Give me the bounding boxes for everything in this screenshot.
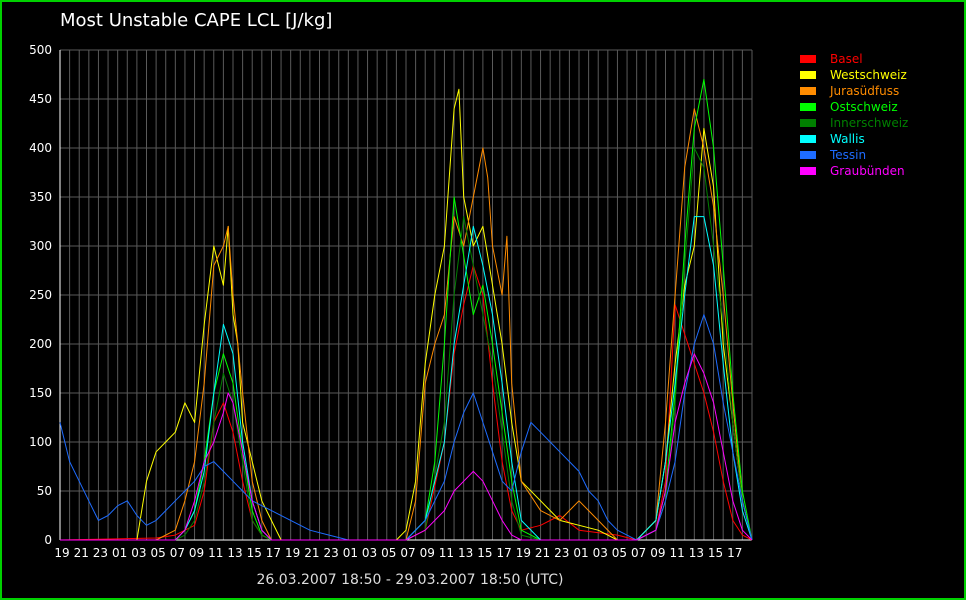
x-tick-label: 23 bbox=[554, 546, 569, 560]
series-line-graub-nden bbox=[60, 353, 753, 541]
legend-swatch bbox=[800, 151, 816, 159]
legend-swatch bbox=[800, 71, 816, 79]
x-tick-label: 15 bbox=[477, 546, 492, 560]
legend-swatch bbox=[800, 119, 816, 127]
x-tick-label: 19 bbox=[516, 546, 531, 560]
x-tick-label: 05 bbox=[612, 546, 627, 560]
series-line-basel bbox=[59, 265, 753, 541]
x-tick-label: 05 bbox=[381, 546, 396, 560]
x-tick-label: 13 bbox=[689, 546, 704, 560]
series-line-innerschweiz bbox=[60, 147, 753, 541]
series-line-juras-dfuss bbox=[60, 108, 753, 541]
legend-label: Wallis bbox=[830, 132, 865, 146]
y-tick-label: 500 bbox=[29, 43, 52, 57]
legend-swatch bbox=[800, 167, 816, 175]
x-tick-label: 21 bbox=[535, 546, 550, 560]
x-tick-label: 03 bbox=[131, 546, 146, 560]
x-tick-label: 17 bbox=[727, 546, 742, 560]
x-tick-label: 11 bbox=[669, 546, 684, 560]
legend-swatch bbox=[800, 87, 816, 95]
y-tick-label: 400 bbox=[29, 141, 52, 155]
x-tick-label: 17 bbox=[496, 546, 511, 560]
x-tick-label: 19 bbox=[285, 546, 300, 560]
x-tick-label: 21 bbox=[74, 546, 89, 560]
x-tick-label: 13 bbox=[227, 546, 242, 560]
y-tick-label: 300 bbox=[29, 239, 52, 253]
x-tick-label: 07 bbox=[631, 546, 646, 560]
x-tick-label: 13 bbox=[458, 546, 473, 560]
x-tick-label: 15 bbox=[708, 546, 723, 560]
x-tick-label: 07 bbox=[400, 546, 415, 560]
legend-label: Westschweiz bbox=[830, 68, 907, 82]
y-tick-label: 350 bbox=[29, 190, 52, 204]
x-tick-label: 05 bbox=[150, 546, 165, 560]
series-line-westschweiz bbox=[60, 88, 753, 541]
x-tick-label: 19 bbox=[54, 546, 69, 560]
x-tick-label: 09 bbox=[420, 546, 435, 560]
series-line-ostschweiz bbox=[60, 78, 753, 541]
y-tick-label: 250 bbox=[29, 288, 52, 302]
x-tick-label: 09 bbox=[189, 546, 204, 560]
legend-swatch bbox=[800, 135, 816, 143]
x-axis-time-range: 26.03.2007 18:50 - 29.03.2007 18:50 (UTC… bbox=[256, 572, 564, 588]
legend-label: Innerschweiz bbox=[830, 116, 909, 130]
x-tick-label: 01 bbox=[573, 546, 588, 560]
x-tick-label: 09 bbox=[650, 546, 665, 560]
chart-title: Most Unstable CAPE LCL [J/kg] bbox=[60, 10, 333, 31]
x-tick-label: 23 bbox=[323, 546, 338, 560]
legend-swatch bbox=[800, 103, 816, 111]
y-tick-label: 200 bbox=[29, 337, 52, 351]
x-tick-label: 01 bbox=[112, 546, 127, 560]
x-tick-label: 23 bbox=[93, 546, 108, 560]
legend-label: Basel bbox=[830, 52, 863, 66]
x-tick-label: 15 bbox=[247, 546, 262, 560]
y-tick-label: 0 bbox=[44, 533, 52, 547]
x-tick-label: 03 bbox=[593, 546, 608, 560]
legend-label: Jurasüdfuss bbox=[830, 84, 900, 98]
series-line-wallis bbox=[60, 216, 753, 541]
y-tick-label: 450 bbox=[29, 92, 52, 106]
y-tick-label: 100 bbox=[29, 435, 52, 449]
y-tick-label: 50 bbox=[37, 484, 52, 498]
legend-label: Graubünden bbox=[830, 164, 905, 178]
x-tick-label: 21 bbox=[304, 546, 319, 560]
x-tick-label: 17 bbox=[266, 546, 281, 560]
legend-label: Tessin bbox=[830, 148, 867, 162]
y-tick-label: 150 bbox=[29, 386, 52, 400]
x-tick-label: 01 bbox=[343, 546, 358, 560]
legend-swatch bbox=[800, 55, 816, 63]
x-tick-label: 11 bbox=[208, 546, 223, 560]
x-tick-label: 11 bbox=[439, 546, 454, 560]
x-tick-label: 07 bbox=[170, 546, 185, 560]
legend-label: Ostschweiz bbox=[830, 100, 898, 114]
x-tick-label: 03 bbox=[362, 546, 377, 560]
